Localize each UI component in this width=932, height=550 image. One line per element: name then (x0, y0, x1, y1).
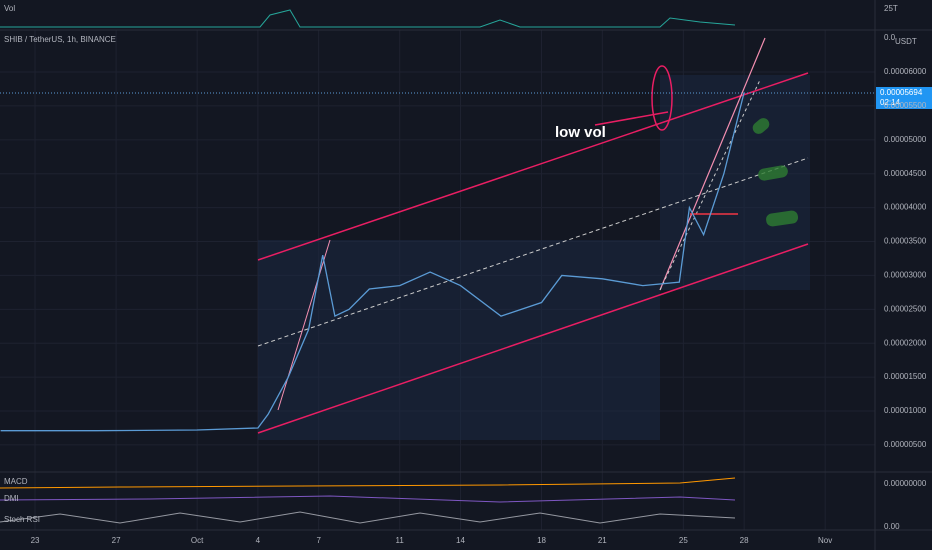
x-tick-label: 18 (537, 536, 546, 545)
currency: USDT (895, 37, 917, 46)
target-blob (766, 210, 799, 227)
volume-bars (0, 9, 736, 28)
y-tick-label: 0.00004000 (884, 203, 927, 212)
x-tick-label: Nov (818, 536, 832, 545)
y-tick-label: 0.00006000 (884, 67, 927, 76)
macd-label: MACD (4, 477, 28, 486)
plot-decor (257, 37, 810, 440)
y-tick-label: 0.00000500 (884, 440, 927, 449)
annotation: low vol (555, 124, 606, 141)
x-tick-label: 7 (316, 536, 321, 545)
x-tick-label: 25 (679, 536, 688, 545)
y-tick-label: 0.00001500 (884, 372, 927, 381)
stoch-label: Stoch RSI (4, 515, 40, 524)
price-axis-top: 0.0 (884, 33, 896, 42)
trend-line (277, 239, 331, 411)
chart-title: SHIB / TetherUS, 1h, BINANCE (4, 35, 116, 44)
target-blob (752, 118, 770, 134)
stoch-line (0, 511, 736, 524)
y-tick-label: 0.00001000 (884, 406, 927, 415)
x-tick-label: 27 (112, 536, 121, 545)
target-blob (758, 165, 788, 181)
last-price: 0.00005694 (880, 88, 923, 97)
y-tick-label: 0.00002500 (884, 304, 927, 313)
dmi-line (0, 495, 736, 503)
price-line (0, 92, 745, 432)
x-tick-label: 14 (456, 536, 465, 545)
x-tick-label: 4 (256, 536, 261, 545)
x-tick-label: Oct (191, 536, 204, 545)
y-tick-label: 0.00003500 (884, 237, 927, 246)
range-box (258, 240, 660, 440)
volume-label: Vol (4, 4, 15, 13)
countdown: 02:14 (880, 98, 901, 107)
channel-mid (257, 157, 809, 347)
macd-axis-label: 0.00000000 (884, 479, 927, 488)
x-tick-label: 28 (740, 536, 749, 545)
y-tick-label: 0.00005500 (884, 101, 927, 110)
trend-line (659, 37, 766, 291)
y-tick-label: 0.00004500 (884, 169, 927, 178)
x-tick-label: 21 (598, 536, 607, 545)
x-tick-label: 11 (396, 536, 405, 545)
x-tick-label: 23 (31, 536, 40, 545)
circle-mark (651, 65, 673, 131)
macd-line (0, 477, 736, 489)
y-tick-label: 0.00002000 (884, 338, 927, 347)
price-tag (876, 87, 932, 109)
trend-line (659, 79, 761, 291)
channel-lower (257, 243, 809, 434)
arrow (594, 111, 669, 126)
stoch-axis-label: 0.00 (884, 522, 900, 531)
dmi-label: DMI (4, 494, 19, 503)
volume-axis-label: 25T (884, 4, 898, 13)
channel-upper (257, 72, 809, 261)
y-tick-label: 0.00003000 (884, 271, 927, 280)
y-tick-label: 0.00005000 (884, 135, 927, 144)
